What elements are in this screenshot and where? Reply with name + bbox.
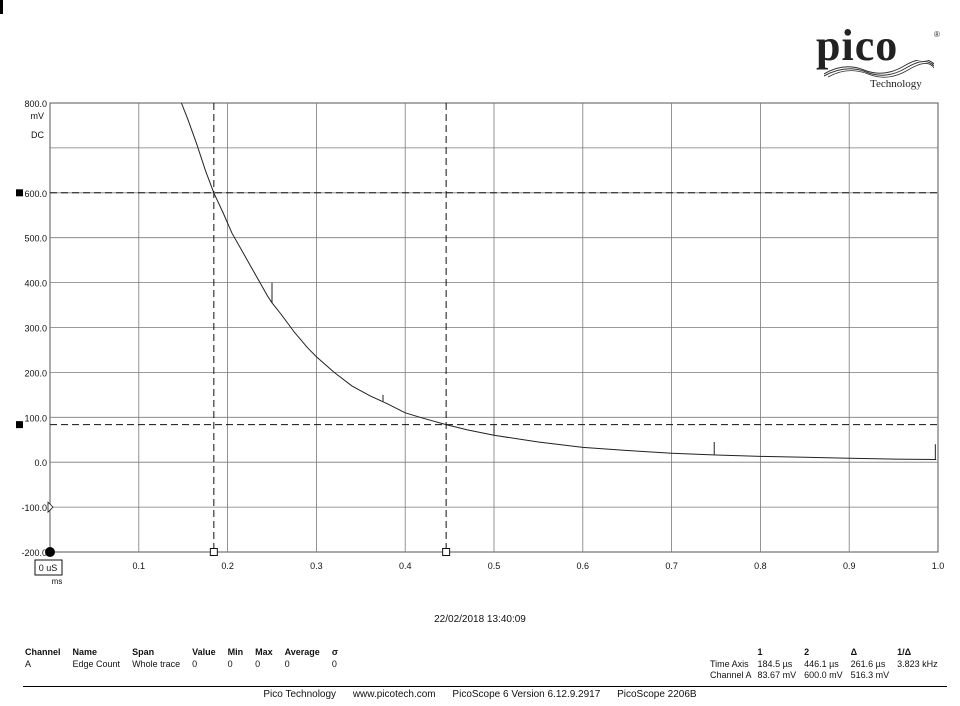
cursor-value: 184.5 µs bbox=[757, 658, 793, 669]
logo-wave-icon bbox=[824, 60, 934, 78]
cursor-value: 446.1 µs bbox=[804, 658, 839, 669]
footer-version: PicoScope 6 Version 6.12.9.2917 bbox=[452, 689, 601, 700]
cell-max: 0 bbox=[255, 658, 261, 669]
x-tick-label: 0.2 bbox=[221, 561, 234, 571]
trigger-level-marker[interactable] bbox=[47, 501, 54, 514]
cursor-header-2: 2 bbox=[804, 647, 810, 657]
y-axis-coupling: DC bbox=[31, 130, 44, 140]
y-tick-label: 800.0 bbox=[24, 99, 47, 109]
y-tick-label: 0.0 bbox=[34, 458, 47, 468]
axis-labels: 800.0 600.0 500.0 400.0 300.0 200.0 100.0 0.0 -1… bbox=[21, 99, 944, 586]
cursor-row-label: Channel A bbox=[710, 669, 752, 680]
y-tick-label: 200.0 bbox=[24, 368, 47, 378]
time-cursor-handle[interactable] bbox=[442, 548, 451, 556]
pico-logo: pico ® Technology bbox=[806, 22, 946, 92]
header-min: Min bbox=[227, 647, 244, 657]
footer-company: Pico Technology bbox=[263, 689, 337, 700]
header-value: Value bbox=[192, 647, 216, 657]
y-tick-label: 500.0 bbox=[24, 234, 47, 244]
x-tick-label: 0.9 bbox=[843, 561, 856, 571]
y-tick-label: 100.0 bbox=[24, 413, 47, 423]
x-tick-label: 0.1 bbox=[133, 561, 146, 571]
y-tick-label: 600.0 bbox=[24, 189, 47, 199]
cell-value: 0 bbox=[192, 658, 198, 669]
grid bbox=[49, 102, 939, 553]
measurements-header-row: Channel Name Span Value Min Max Average … bbox=[25, 646, 350, 658]
header-span: Span bbox=[132, 647, 155, 657]
cell-channel: A bbox=[25, 658, 32, 669]
cursor-lines[interactable] bbox=[16, 103, 938, 556]
cursor-value: 600.0 mV bbox=[804, 669, 843, 680]
capture-timestamp: 22/02/2018 13:40:09 bbox=[434, 614, 526, 625]
x-tick-label: 0.4 bbox=[399, 561, 412, 571]
header-sigma: σ bbox=[331, 647, 338, 657]
y-tick-label: -200.0 bbox=[21, 548, 47, 558]
x-origin-label: 0 uS bbox=[39, 563, 58, 573]
cursor-row-time: Time Axis 184.5 µs 446.1 µs 261.6 µs 3.8… bbox=[710, 658, 946, 669]
cell-sigma: 0 bbox=[331, 658, 337, 669]
x-axis-unit: ms bbox=[52, 577, 63, 586]
voltage-cursor-handle[interactable] bbox=[16, 421, 23, 429]
y-tick-label: 400.0 bbox=[24, 279, 47, 289]
footer: Pico Technology www.picotech.com PicoSco… bbox=[0, 689, 960, 700]
header-max: Max bbox=[255, 647, 273, 657]
cursor-header-blank bbox=[710, 646, 758, 658]
logo-registered-mark: ® bbox=[934, 30, 940, 39]
cursor-header-delta: Δ bbox=[850, 647, 858, 657]
cursor-row-channel-a: Channel A 83.67 mV 600.0 mV 516.3 mV bbox=[710, 669, 946, 680]
channel-a-trace bbox=[180, 102, 937, 460]
y-axis-unit: mV bbox=[31, 111, 45, 121]
measurements-table: Channel Name Span Value Min Max Average … bbox=[25, 646, 350, 669]
cell-name: Edge Count bbox=[72, 658, 121, 669]
cell-average: 0 bbox=[284, 658, 290, 669]
cursor-row-label: Time Axis bbox=[710, 658, 749, 669]
trace bbox=[180, 102, 937, 460]
cursor-value: 83.67 mV bbox=[757, 669, 797, 680]
logo-subtitle: Technology bbox=[870, 78, 922, 90]
x-tick-label: 0.6 bbox=[577, 561, 590, 571]
y-tick-label: 300.0 bbox=[24, 324, 47, 334]
x-tick-label: 0.7 bbox=[665, 561, 678, 571]
cursor-header-inverse-delta: 1/Δ bbox=[897, 647, 912, 657]
footer-website[interactable]: www.picotech.com bbox=[352, 689, 436, 700]
header-channel: Channel bbox=[25, 647, 61, 657]
cursor-value bbox=[897, 669, 946, 680]
header-average: Average bbox=[284, 647, 320, 657]
table-row[interactable]: A Edge Count Whole trace 0 0 0 0 0 bbox=[25, 658, 350, 669]
x-tick-label: 0.8 bbox=[754, 561, 767, 571]
cursor-value: 3.823 kHz bbox=[897, 658, 938, 669]
cursor-header-row: 1 2 Δ 1/Δ bbox=[710, 646, 946, 658]
voltage-cursor-handle[interactable] bbox=[16, 189, 23, 197]
cursor-value: 261.6 µs bbox=[850, 658, 886, 669]
footer-device: PicoScope 2206B bbox=[617, 689, 697, 700]
time-cursor-handle[interactable] bbox=[209, 548, 218, 556]
x-tick-label: 0.5 bbox=[488, 561, 501, 571]
cursor-readout-table: 1 2 Δ 1/Δ Time Axis 184.5 µs 446.1 µs 26… bbox=[710, 646, 946, 680]
x-origin-box[interactable] bbox=[34, 559, 63, 576]
cursor-value: 516.3 mV bbox=[850, 669, 890, 680]
header-name: Name bbox=[72, 647, 98, 657]
cell-min: 0 bbox=[227, 658, 233, 669]
scan-edge-mark bbox=[0, 0, 3, 14]
channel-offset-handle[interactable] bbox=[45, 547, 55, 557]
cursor-header-1: 1 bbox=[757, 647, 763, 657]
x-tick-label: 0.3 bbox=[310, 561, 323, 571]
logo-wordmark: pico bbox=[816, 21, 899, 70]
cell-span: Whole trace bbox=[132, 658, 181, 669]
x-tick-label: 1.0 bbox=[932, 561, 945, 571]
scope-chart: 800.0 600.0 500.0 400.0 300.0 200.0 100.0 0.0 -1… bbox=[16, 99, 944, 586]
y-tick-label: -100.0 bbox=[21, 503, 47, 513]
footer-divider bbox=[23, 686, 947, 687]
